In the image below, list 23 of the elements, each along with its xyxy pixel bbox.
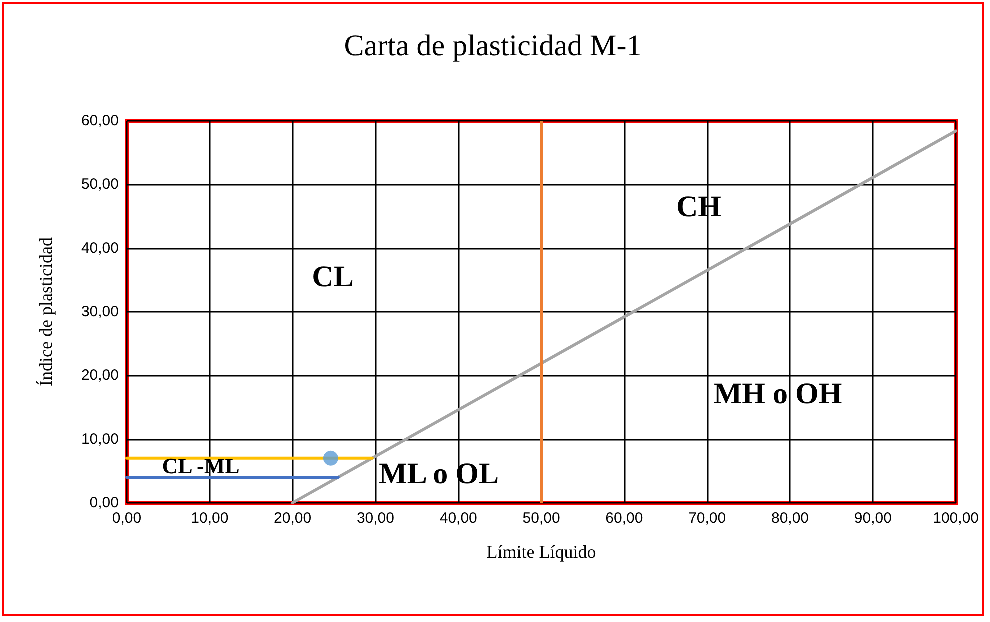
- annotation: CL: [312, 260, 354, 294]
- x-tick-label: 0,00: [112, 510, 142, 527]
- y-tick-label: 40,00: [81, 240, 119, 257]
- x-tick-label: 10,00: [191, 510, 229, 527]
- chart-title: Carta de plasticidad M-1: [344, 30, 642, 62]
- y-tick-label: 0,00: [90, 494, 119, 512]
- x-tick-label: 90,00: [854, 510, 892, 527]
- y-tick-label: 50,00: [81, 176, 119, 194]
- x-axis-title: Límite Líquido: [486, 542, 596, 562]
- x-tick-label: 80,00: [771, 510, 810, 527]
- x-tick-label: 50,00: [522, 510, 560, 527]
- y-tick-label: 20,00: [81, 367, 119, 384]
- x-tick-label: 100,00: [933, 510, 980, 527]
- annotation: MH o OH: [714, 378, 842, 410]
- y-tick-label: 10,00: [81, 430, 119, 448]
- x-tick-label: 60,00: [606, 510, 644, 527]
- x-tick-label: 70,00: [688, 510, 726, 527]
- x-tick-label: 30,00: [356, 510, 394, 527]
- y-tick-label: 30,00: [81, 304, 119, 320]
- x-tick-label: 40,00: [440, 510, 478, 527]
- y-axis-title: Índice de plasticidad: [36, 238, 56, 386]
- x-tick-label: 20,00: [274, 510, 312, 527]
- y-tick-label: 60,00: [81, 112, 119, 130]
